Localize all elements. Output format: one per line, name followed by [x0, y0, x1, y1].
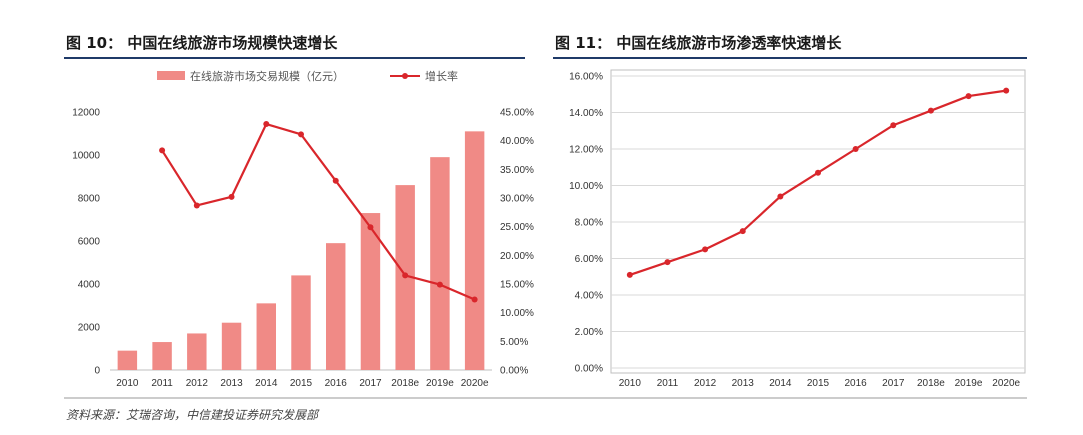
- y-right-tick-label: 45.00%: [500, 108, 534, 119]
- y-left-tick-label: 10000: [72, 151, 100, 162]
- y-right-tick-label: 20.00%: [500, 251, 534, 262]
- penetration-point: [739, 228, 746, 235]
- penetration-point: [965, 93, 972, 100]
- x-tick-label: 2012: [186, 378, 209, 389]
- y-right-tick-label: 5.00%: [500, 337, 528, 348]
- bar: [221, 322, 242, 370]
- x-tick-label: 2015: [807, 378, 830, 389]
- penetration-point: [927, 107, 934, 114]
- growth-point: [402, 272, 409, 279]
- x-tick-label: 2010: [619, 378, 642, 389]
- bar: [360, 213, 381, 370]
- y-right-tick-label: 10.00%: [500, 308, 534, 319]
- chart-10-legend: 在线旅游市场交易规模（亿元） 增长率: [157, 69, 458, 83]
- x-tick-label: 2016: [325, 378, 348, 389]
- y-right-tick-label: 0.00%: [500, 366, 528, 377]
- source-note: 资料来源：艾瑞咨询，中信建投证券研究发展部: [66, 408, 320, 422]
- x-tick-label: 2018e: [917, 378, 945, 389]
- x-tick-label: 2010: [116, 378, 139, 389]
- x-tick-label: 2011: [657, 378, 679, 389]
- y-tick-label: 12.00%: [569, 145, 603, 156]
- penetration-point: [777, 193, 784, 200]
- growth-point: [332, 177, 339, 184]
- legend-swatch-dot: [402, 73, 408, 79]
- y-tick-label: 6.00%: [575, 254, 603, 265]
- x-tick-label: 2013: [220, 378, 243, 389]
- bar: [187, 333, 207, 370]
- penetration-point: [815, 169, 821, 176]
- growth-point: [193, 202, 200, 209]
- chart-11-gridlines: [611, 75, 1025, 369]
- chart-10: 在线旅游市场交易规模（亿元） 增长率 0 2000 4000 6000 8000 1000…: [72, 69, 534, 389]
- growth-point: [159, 147, 166, 154]
- growth-point: [471, 296, 478, 303]
- bar: [326, 243, 346, 370]
- x-tick-label: 2013: [732, 378, 755, 389]
- penetration-point: [1003, 87, 1010, 94]
- legend-label-bar: 在线旅游市场交易规模（亿元）: [190, 69, 344, 83]
- penetration-point: [702, 246, 709, 253]
- y-right-tick-label: 15.00%: [500, 280, 534, 291]
- y-left-tick-label: 0: [94, 366, 100, 377]
- y-right-tick-label: 40.00%: [500, 136, 534, 147]
- y-right-tick-label: 25.00%: [500, 222, 534, 233]
- y-tick-label: 4.00%: [575, 291, 603, 302]
- y-tick-label: 8.00%: [575, 218, 603, 229]
- y-right-tick-label: 35.00%: [500, 165, 534, 176]
- y-tick-label: 14.00%: [569, 108, 603, 119]
- bar: [430, 157, 450, 370]
- y-left-tick-label: 12000: [72, 108, 100, 119]
- growth-point: [263, 121, 270, 128]
- growth-line-path: [161, 122, 476, 301]
- x-tick-label: 2019e: [955, 378, 983, 389]
- growth-point: [436, 281, 443, 288]
- legend-swatch-bar: [157, 71, 185, 80]
- y-tick-label: 16.00%: [569, 72, 603, 83]
- y-tick-label: 2.00%: [575, 327, 603, 338]
- penetration-point: [626, 271, 633, 278]
- x-tick-label: 2020e: [461, 378, 489, 389]
- y-tick-label: 10.00%: [569, 181, 603, 192]
- y-left-tick-label: 2000: [78, 323, 101, 334]
- chart-10-title: 图 10： 中国在线旅游市场规模快速增长: [66, 34, 338, 52]
- penetration-point: [890, 122, 897, 129]
- bar: [117, 350, 138, 370]
- x-tick-label: 2018e: [391, 378, 419, 389]
- x-tick-label: 2017: [882, 378, 905, 389]
- y-left-tick-label: 6000: [78, 237, 101, 248]
- x-tick-label: 2014: [255, 378, 278, 389]
- growth-point: [367, 224, 374, 231]
- x-tick-label: 2014: [769, 378, 792, 389]
- x-tick-label: 2016: [845, 378, 868, 389]
- penetration-line-path: [629, 89, 1007, 276]
- growth-point: [228, 193, 235, 200]
- chart-11-penetration-line: [626, 87, 1010, 278]
- y-right-tick-label: 30.00%: [500, 194, 534, 205]
- y-left-tick-label: 8000: [78, 194, 101, 205]
- chart-11: 0.00% 2.00% 4.00% 6.00% 8.00% 10.00% 12.00% 14.…: [569, 69, 1026, 390]
- chart-10-growth-line: [159, 121, 478, 303]
- chart-11-tick-labels: 0.00% 2.00% 4.00% 6.00% 8.00% 10.00% 12.00% 14.…: [569, 72, 1020, 390]
- bar: [152, 342, 172, 370]
- y-tick-label: 0.00%: [575, 364, 603, 375]
- bar: [464, 131, 485, 370]
- bar: [256, 303, 276, 370]
- x-tick-label: 2012: [694, 378, 717, 389]
- growth-point: [298, 131, 304, 138]
- x-tick-label: 2015: [290, 378, 313, 389]
- legend-label-line: 增长率: [425, 69, 458, 83]
- chart-10-tick-labels: 0 2000 4000 6000 8000 10000 12000 0.00% 5.00% 10.…: [72, 108, 534, 390]
- x-tick-label: 2019e: [426, 378, 454, 389]
- penetration-point: [852, 146, 859, 152]
- chart-11-title: 图 11： 中国在线旅游市场渗透率快速增长: [555, 34, 842, 52]
- x-tick-label: 2017: [359, 378, 382, 389]
- x-tick-label: 2020e: [992, 378, 1020, 389]
- y-left-tick-label: 4000: [78, 280, 101, 291]
- penetration-point: [664, 259, 671, 266]
- bar: [291, 275, 311, 370]
- x-tick-label: 2011: [151, 378, 173, 389]
